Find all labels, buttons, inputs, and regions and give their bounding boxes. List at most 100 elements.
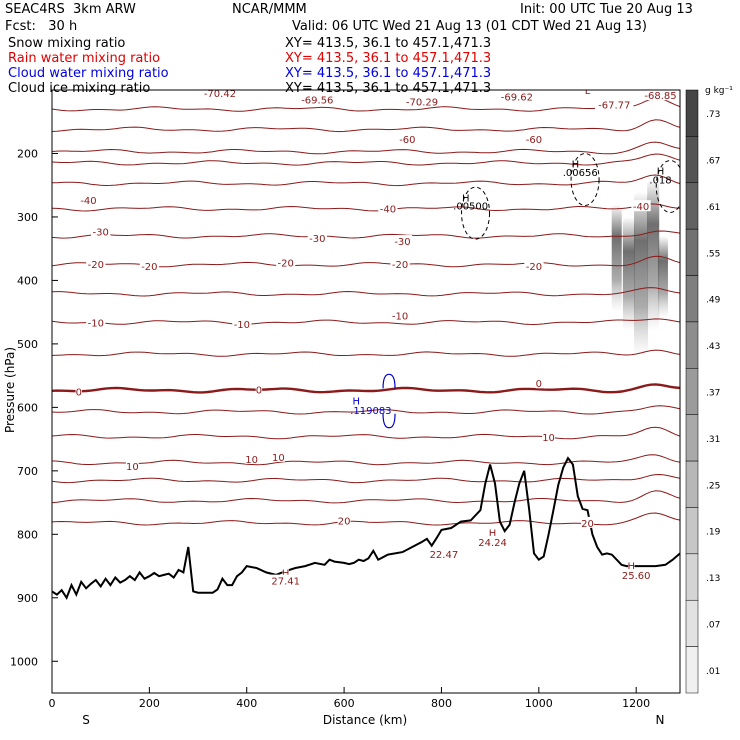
- temperature-label-bg-16: [276, 256, 296, 268]
- field-name-snow: Snow mixing ratio: [8, 36, 126, 51]
- temperature-label-bg-38: [584, 90, 591, 95]
- colorbar-label-3: .55: [706, 249, 720, 259]
- temperature-label-20: -10: [234, 320, 250, 331]
- temperature-label-bg-17: [390, 257, 410, 269]
- org-label: NCAR/MMM: [232, 2, 307, 17]
- colorbar-cell-2: [685, 182, 699, 230]
- x-end-label-left: S: [82, 713, 90, 727]
- temperature-label-bg-13: [392, 235, 413, 247]
- temperature-label-15: -20: [141, 262, 157, 273]
- field-xy-cloud-ice: XY= 413.5, 36.1 to 457.1,471.3: [285, 81, 492, 96]
- colorbar-unit: g kg⁻¹: [705, 86, 733, 96]
- cloud-ice-contour-2: [570, 152, 600, 206]
- temperature-label-1: -69.56: [301, 96, 333, 107]
- cloud-water-label-1: .119083: [350, 406, 391, 417]
- colorbar-cell-5: [685, 321, 699, 369]
- temperature-label-34: H: [489, 528, 497, 539]
- y-tick-label-0: 200: [17, 147, 38, 160]
- isotherm-14: [52, 454, 680, 466]
- temperature-label-11: -30: [93, 228, 109, 239]
- colorbar-label-1: .67: [706, 157, 720, 167]
- temperature-label-bg-12: [307, 231, 327, 243]
- temperature-label-bg-36: [628, 559, 635, 571]
- temperature-label-38: L: [585, 86, 591, 97]
- temperature-label-bg-15: [139, 259, 159, 271]
- y-tick-label-3: 500: [17, 338, 38, 351]
- y-tick-label-6: 800: [17, 528, 38, 541]
- cloud-ice-label-2: H: [572, 160, 580, 171]
- colorbar-cell-10: [685, 553, 699, 601]
- temperature-label-bg-6: [397, 132, 417, 144]
- temperature-label-bg-24: [535, 377, 543, 389]
- colorbar-cell-3: [685, 228, 699, 276]
- temperature-label-12: -30: [309, 234, 325, 245]
- isotherm-11: [52, 383, 680, 394]
- y-tick-label-5: 700: [17, 465, 38, 478]
- temperature-label-13: -30: [394, 237, 410, 248]
- isotherm-10: [52, 349, 680, 357]
- temperature-label-bg-35: [476, 535, 509, 547]
- isotherm-15: [52, 473, 680, 484]
- temperature-label-26: 10: [126, 462, 139, 473]
- init-time: Init: 00 UTC Tue 20 Aug 13: [520, 2, 693, 17]
- temperature-label-bg-9: [378, 202, 398, 214]
- temperature-label-bg-30: [581, 516, 594, 528]
- temperature-label-19: -10: [88, 318, 104, 329]
- colorbar-cell-7: [685, 414, 699, 462]
- cloud-ice-label-5: .018: [649, 175, 671, 186]
- x-axis-label: Distance (km): [323, 713, 407, 727]
- temperature-label-bg-18: [524, 259, 544, 271]
- temperature-label-3: -69.62: [501, 92, 533, 103]
- temperature-label-28: 10: [272, 453, 285, 464]
- temperature-label-7: -60: [526, 135, 542, 146]
- colorbar-label-5: .43: [706, 342, 720, 352]
- field-name-cloud-water: Cloud water mixing ratio: [8, 66, 169, 81]
- temperature-label-bg-31: [282, 566, 289, 578]
- temperature-label-33: 22.47: [430, 550, 459, 561]
- colorbar-cell-12: [685, 646, 699, 694]
- x-tick-label-1: 200: [139, 697, 160, 710]
- temperature-label-37: 25.60: [622, 571, 651, 582]
- temperature-label-32: 27.41: [271, 577, 300, 588]
- temperature-label-18: -20: [526, 262, 542, 273]
- temperature-label-29: 20: [338, 516, 351, 527]
- temperature-label-bg-37: [620, 568, 653, 580]
- colorbar-cell-1: [685, 136, 699, 184]
- isotherm-3: [52, 153, 680, 166]
- cloud-ice-contour-4: [655, 159, 680, 213]
- temperature-label-9: -40: [380, 205, 396, 216]
- isotherm-2: [52, 141, 680, 155]
- x-tick-label-3: 600: [334, 697, 355, 710]
- temperature-label-bg-34: [489, 526, 496, 538]
- terrain-line: [52, 456, 680, 600]
- temperature-label-bg-1: [298, 93, 337, 105]
- temperature-label-0: -70.42: [204, 89, 236, 100]
- y-tick-label-7: 900: [17, 592, 38, 605]
- colorbar-label-4: .49: [706, 296, 721, 306]
- isotherm-6: [52, 230, 680, 239]
- temperature-label-17: -20: [392, 260, 408, 271]
- temperature-label-bg-2: [402, 95, 442, 107]
- cloud-ice-label-1: .00500: [453, 202, 488, 213]
- field-xy-cloud-water: XY= 413.5, 36.1 to 457.1,471.3: [285, 66, 492, 81]
- temperature-label-24: 0: [536, 379, 542, 390]
- temperature-label-bg-3: [497, 90, 537, 102]
- temperature-label-6: -60: [399, 135, 415, 146]
- colorbar: .73 .67 .61 .55 .49 .43 .37 .31 .25 .19 .13 .07 .01: [685, 89, 721, 694]
- colorbar-label-9: .19: [706, 528, 721, 538]
- temperature-label-30: 20: [581, 519, 594, 530]
- temperature-label-bg-21: [390, 309, 410, 321]
- isotherm-5: [52, 203, 680, 212]
- x-tick-label-4: 800: [431, 697, 452, 710]
- temperature-label-35: 24.24: [478, 538, 507, 549]
- x-tick-label-0: 0: [49, 697, 56, 710]
- temperature-label-4: -67.77: [598, 101, 630, 112]
- snow-shading-1: [622, 216, 635, 332]
- x-tick-label-6: 1200: [622, 697, 650, 710]
- cloud-water-contour: [382, 373, 396, 429]
- colorbar-label-8: .25: [706, 481, 720, 491]
- temperature-label-8: -40: [80, 196, 96, 207]
- isotherm-16: [52, 490, 680, 504]
- isotherm-1: [52, 119, 680, 133]
